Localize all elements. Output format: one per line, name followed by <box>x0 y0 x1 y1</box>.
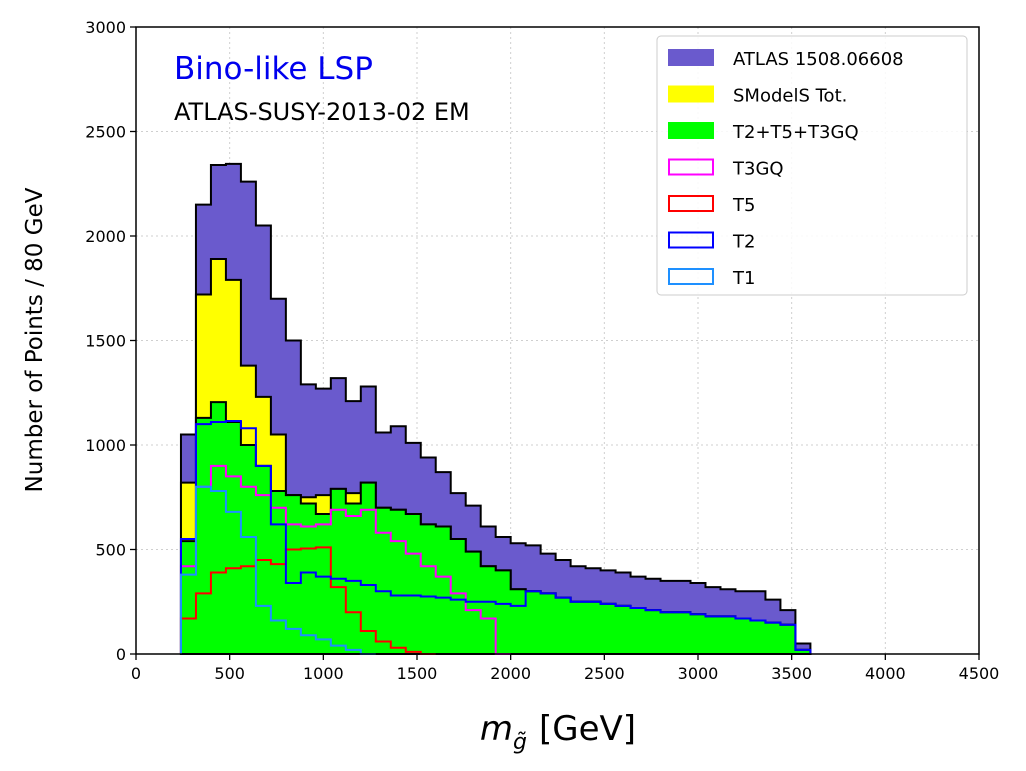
x-axis-symbol: m <box>480 709 513 749</box>
y-tick-label-0: 0 <box>116 645 126 664</box>
x-tick-label-0: 0 <box>131 664 141 683</box>
legend: ATLAS 1508.06608 SModelS Tot. T2+T5+T3GQ T3… <box>656 35 968 296</box>
annotation-bino-like-lsp: Bino-like LSP <box>174 51 373 87</box>
legend-label-smodels-tot: SModelS Tot. <box>733 86 847 107</box>
axis-ticks: 0 500 1000 1500 2000 2500 3000 3500 4000 4500 0 500… <box>85 18 999 683</box>
x-tick-label-1500: 1500 <box>397 664 438 683</box>
legend-swatch-atlas-1508-06608 <box>668 49 714 66</box>
y-tick-label-1500: 1500 <box>85 332 126 351</box>
x-axis-title: mg̃ [GeV] <box>480 709 636 755</box>
step-histograms <box>179 419 812 655</box>
y-tick-label-2000: 2000 <box>85 227 126 246</box>
x-tick-label-2500: 2500 <box>584 664 625 683</box>
y-axis-title: Number of Points / 80 GeV <box>22 187 48 492</box>
x-tick-label-4000: 4000 <box>865 664 906 683</box>
x-tick-label-500: 500 <box>214 664 245 683</box>
legend-label-t3gq: T3GQ <box>732 159 784 180</box>
x-tick-label-3500: 3500 <box>771 664 812 683</box>
legend-swatch-t3gq <box>668 158 714 176</box>
legend-swatch-t2-t5-t3gq <box>668 122 714 139</box>
legend-label-t5: T5 <box>732 195 755 216</box>
series-t5 <box>179 546 436 655</box>
legend-swatch-t2 <box>668 231 714 249</box>
legend-swatch-t1 <box>668 268 714 285</box>
legend-swatch-t5 <box>668 195 714 212</box>
x-tick-label-2000: 2000 <box>490 664 531 683</box>
series-t1 <box>179 485 376 655</box>
legend-label-t2: T2 <box>732 232 755 253</box>
y-tick-label-2500: 2500 <box>85 123 126 142</box>
series-t2 <box>179 419 812 654</box>
y-tick-label-3000: 3000 <box>85 18 126 37</box>
x-tick-label-1000: 1000 <box>303 664 344 683</box>
series-t3gq <box>179 464 511 655</box>
x-axis-unit: [GeV] <box>539 709 636 749</box>
annotation-analysis-id: ATLAS-SUSY-2013-02 EM <box>174 98 470 126</box>
x-tick-label-3000: 3000 <box>678 664 719 683</box>
legend-label-t2-t5-t3gq: T2+T5+T3GQ <box>732 122 859 143</box>
legend-label-atlas-1508-06608: ATLAS 1508.06608 <box>733 49 904 70</box>
x-axis-subscript: g̃ <box>513 730 527 755</box>
legend-frame <box>656 35 968 296</box>
x-tick-label-4500: 4500 <box>959 664 1000 683</box>
y-tick-label-1000: 1000 <box>85 436 126 455</box>
legend-label-t1: T1 <box>732 268 755 289</box>
legend-swatch-smodels-tot <box>668 85 714 103</box>
y-tick-label-500: 500 <box>95 541 126 560</box>
